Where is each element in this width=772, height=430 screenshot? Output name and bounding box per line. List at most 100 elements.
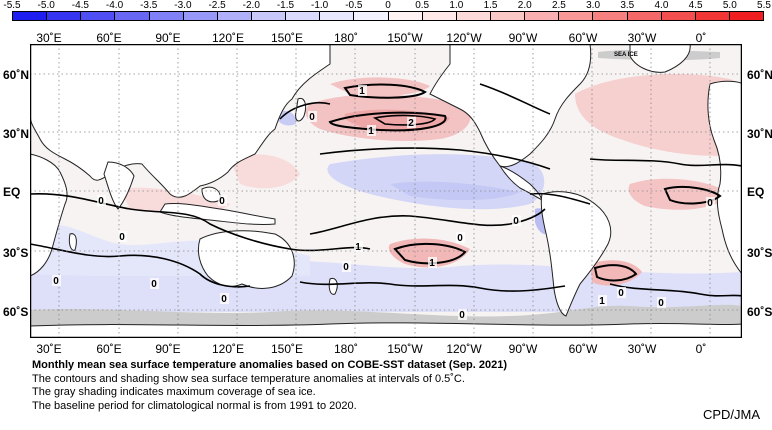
one-contour (663, 186, 722, 205)
contour-label: 0 (221, 294, 227, 305)
eurasia-landmass (30, 44, 331, 198)
caption-line-1: The contours and shading show sea surfac… (32, 372, 465, 385)
contour-label-background (367, 125, 376, 136)
map-frame (30, 44, 742, 338)
longitude-label: 150˚W (387, 31, 423, 45)
one-contour (593, 264, 638, 282)
south-america-landmass (540, 191, 612, 317)
colorbar-tick-label: -3.0 (174, 0, 192, 11)
colorbar-tick-label: 4.5 (688, 0, 703, 11)
longitude-label: 120˚E (211, 342, 245, 356)
longitude-label: 180˚ (333, 342, 359, 356)
colorbar-swatch (217, 12, 252, 20)
colorbar-tick-label: 1.5 (483, 0, 498, 11)
contour-label: 0 (309, 112, 315, 123)
colorbar-swatch (661, 12, 696, 20)
zero-contour (609, 283, 742, 297)
india-landmass (103, 161, 135, 210)
contour-label-background (118, 231, 127, 242)
zero-contour (529, 192, 591, 205)
longitude-label: 0˚ (695, 31, 707, 45)
colorbar-tick-label: -1.0 (311, 0, 329, 11)
longitude-label: 30˚E (36, 31, 62, 45)
longitude-label: 90˚W (508, 342, 538, 356)
colorbar: -5.5 -5.0 -4.5 -4.0 -3.5 -3.0 -2.5 -2.0 -1.5 -1.0… (3, 0, 771, 22)
colorbar-tick-label: 2.0 (517, 0, 532, 11)
colorbar-swatch (183, 12, 218, 20)
colorbar-swatches (12, 11, 764, 21)
zero-contour (279, 102, 331, 120)
contour-label: 1 (599, 296, 605, 307)
longitude-label: 60˚W (568, 342, 598, 356)
contour-label: 0 (707, 198, 713, 209)
contour-label-background (354, 241, 363, 252)
zero-contour (319, 147, 551, 170)
latitude-label: 30˚N (747, 127, 772, 141)
contour-label-background (150, 278, 159, 289)
contour-label: 0 (457, 233, 463, 244)
positive-anomaly-region (230, 154, 300, 189)
colorbar-tick-label: 1.0 (449, 0, 464, 11)
latitude-label: 60˚N (3, 68, 30, 82)
colorbar-tick-label: 3.5 (620, 0, 635, 11)
longitude-label: 30˚W (627, 31, 657, 45)
colorbar-tick-label: -2.5 (208, 0, 226, 11)
one-contour (393, 242, 467, 265)
zero-contour (30, 243, 251, 288)
contour-label: 1 (355, 242, 361, 253)
colorbar-swatch (47, 12, 82, 20)
colorbar-swatch (695, 12, 730, 20)
contour-label: 2 (408, 118, 414, 129)
sea-ice-label: SEA ICE (614, 52, 638, 58)
colorbar-tick-label: -4.5 (71, 0, 89, 11)
zero-contour (589, 158, 742, 167)
colorbar-tick-label: -1.5 (276, 0, 295, 11)
contour-label: 0 (618, 288, 624, 299)
contour-label: 0 (151, 279, 157, 290)
colorbar-swatch (81, 12, 116, 20)
latitude-label: 30˚S (3, 246, 29, 260)
contour-label-background (706, 197, 715, 208)
colorbar-tick-label: -0.5 (345, 0, 363, 11)
longitude-label: 90˚E (155, 342, 181, 356)
negative-anomaly-region (390, 181, 520, 201)
contour-label: 1 (429, 258, 435, 269)
contour-label-background (342, 261, 351, 272)
caption-line-2: The gray shading indicates maximum cover… (32, 386, 316, 398)
madagascar-landmass (68, 233, 77, 251)
caption: Monthly mean sea surface temperature ano… (32, 359, 507, 413)
colorbar-tick-label: 0 (385, 0, 391, 11)
contour-label-background (97, 195, 106, 206)
contour-label-background (308, 111, 317, 122)
contour-label: 0 (98, 196, 104, 207)
colorbar-tick-label: -5.5 (3, 0, 21, 11)
longitude-label: 60˚E (96, 31, 122, 45)
colorbar-swatch (593, 12, 628, 20)
positive-anomaly-region (575, 74, 742, 156)
caption-title: Monthly mean sea surface temperature ano… (32, 359, 507, 371)
colorbar-tick-label: 5.5 (757, 0, 771, 11)
contour-label-background (657, 297, 666, 308)
colorbar-tick-label: -3.5 (140, 0, 158, 11)
longitude-label: 30˚W (627, 342, 657, 356)
contour-label: 0 (219, 196, 225, 207)
longitude-label: 30˚E (36, 342, 62, 356)
colorbar-tick-label: 3.0 (586, 0, 601, 11)
contour-label-background (598, 295, 607, 306)
longitude-labels-bottom: 30˚E 60˚E 90˚E 120˚E 150˚E 180˚ 150˚W 120˚W 90˚W… (0, 342, 772, 356)
contour-label: 0 (119, 232, 125, 243)
latitude-label: EQ (747, 185, 765, 199)
colorbar-tick-label: 2.5 (551, 0, 566, 11)
longitude-label: 120˚E (211, 31, 245, 45)
colorbar-swatch (559, 12, 594, 20)
contour-label: 1 (368, 126, 374, 137)
longitude-label: 60˚E (96, 342, 122, 356)
latitude-label: EQ (3, 185, 21, 199)
colorbar-swatch (525, 12, 560, 20)
colorbar-swatch (456, 12, 491, 20)
graticule (30, 44, 742, 338)
longitude-label: 120˚W (446, 31, 482, 45)
colorbar-swatch (388, 12, 423, 20)
